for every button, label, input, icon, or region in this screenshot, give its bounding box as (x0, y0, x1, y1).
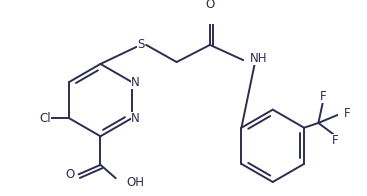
Text: Cl: Cl (40, 112, 51, 125)
Text: NH: NH (250, 52, 268, 65)
Text: N: N (131, 112, 140, 125)
Text: OH: OH (126, 176, 144, 189)
Text: F: F (332, 134, 339, 147)
Text: O: O (205, 0, 215, 11)
Text: N: N (131, 75, 140, 89)
Text: F: F (344, 107, 350, 120)
Text: O: O (65, 168, 75, 181)
Text: F: F (320, 90, 326, 103)
Text: S: S (137, 38, 144, 51)
